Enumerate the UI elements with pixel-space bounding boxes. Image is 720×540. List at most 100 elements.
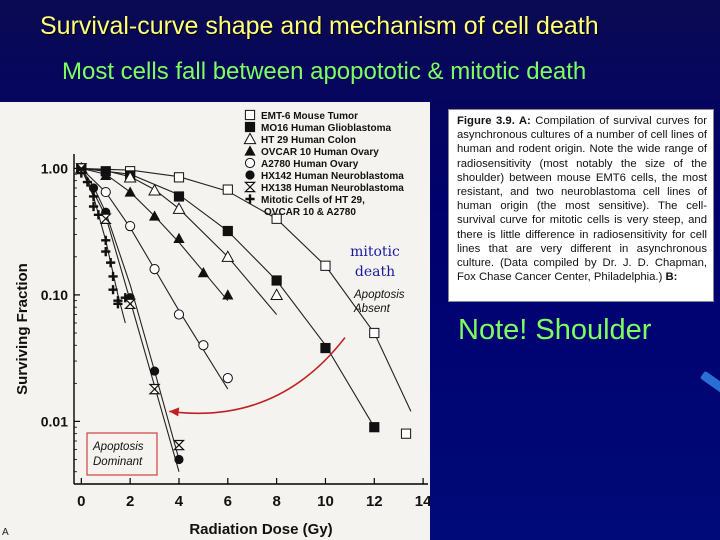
- caption-text: Compilation of survival curves for async…: [457, 115, 708, 284]
- legend-marker: [244, 157, 256, 169]
- legend-label: A2780 Human Ovary: [261, 159, 359, 170]
- data-point: [100, 169, 112, 181]
- data-point: [173, 172, 185, 183]
- x-tick-label: 10: [317, 493, 334, 510]
- data-point: [108, 271, 118, 282]
- survival-chart: 0 2 4 6 8 10 12 14 1.00 0.10 0.01 Radiation Dose (G…: [14, 109, 430, 538]
- legend-marker: [245, 194, 255, 204]
- data-point: [120, 293, 130, 303]
- decorative-bar: [699, 370, 720, 395]
- slide-subtitle: Most cells fall between apopototic & mit…: [62, 58, 587, 85]
- data-point: [124, 186, 136, 197]
- legend-marker: [244, 121, 256, 133]
- data-point: [173, 191, 185, 202]
- data-point: [100, 186, 111, 198]
- x-tick-label: 14: [415, 493, 430, 510]
- data-point: [108, 285, 118, 295]
- legend-label: OVCAR 10 Human Ovary: [261, 147, 379, 158]
- legend-label: EMT-6 Mouse Tumor: [261, 111, 358, 122]
- data-point: [124, 298, 137, 310]
- data-point: [125, 220, 136, 232]
- figure-panel-letter: A: [2, 527, 9, 538]
- x-tick-label: 12: [366, 493, 383, 510]
- data-point: [400, 428, 412, 439]
- data-point: [149, 263, 160, 275]
- data-point: [197, 267, 209, 278]
- data-point: [88, 183, 99, 193]
- data-point: [88, 201, 99, 212]
- data-point: [82, 177, 93, 187]
- figure-caption: Figure 3.9. A: Compilation of survival c…: [448, 109, 714, 302]
- data-point: [172, 202, 186, 214]
- data-point: [148, 383, 161, 395]
- mitotic-death-label: mitotic: [350, 244, 400, 260]
- apoptosis-dominant-box: [86, 432, 158, 476]
- data-point: [271, 275, 282, 286]
- data-point: [173, 232, 185, 243]
- legend-label: HX142 Human Neuroblastoma: [261, 171, 404, 182]
- legend-marker: [244, 109, 256, 121]
- legend-label: MO16 Human Glioblastoma: [261, 123, 391, 134]
- legend-marker: [243, 132, 257, 145]
- data-point: [173, 309, 185, 320]
- caption-figure-label: Figure 3.9. A:: [457, 115, 531, 127]
- y-axis-label: Surviving Fraction: [14, 263, 31, 395]
- data-point: [222, 372, 233, 384]
- x-tick-label: 8: [272, 493, 280, 510]
- data-point: [148, 210, 161, 221]
- legend-label: OVCAR 10 & A2780: [264, 207, 356, 218]
- survival-curve-figure: 0 2 4 6 8 10 12 14 1.00 0.10 0.01 Radiation Dose (G…: [0, 102, 430, 540]
- data-point: [148, 183, 162, 196]
- data-point: [198, 340, 209, 351]
- data-point: [222, 225, 233, 237]
- mitotic-death-label: death: [355, 264, 395, 280]
- slide-title: Survival-curve shape and mechanism of ce…: [40, 12, 599, 40]
- legend-label: HT 29 Human Colon: [261, 135, 356, 146]
- data-point: [369, 327, 380, 339]
- survival-curve: [80, 168, 229, 390]
- data-point: [88, 191, 99, 202]
- data-point: [75, 163, 88, 174]
- legend-label: HX138 Human Neuroblastoma: [261, 183, 404, 194]
- legend-marker: [243, 181, 257, 193]
- data-point: [222, 289, 234, 300]
- data-point: [270, 288, 284, 301]
- data-point: [101, 246, 111, 257]
- data-point: [76, 168, 86, 178]
- survival-curve: [81, 167, 412, 412]
- data-point: [123, 170, 137, 183]
- data-point: [149, 366, 160, 376]
- shoulder-note: Note! Shoulder: [458, 314, 652, 346]
- y-tick-label: 0.10: [41, 287, 68, 303]
- survival-curve: [80, 168, 180, 460]
- data-point: [113, 299, 123, 309]
- data-point: [222, 184, 233, 195]
- y-tick-label: 1.00: [41, 160, 68, 176]
- x-tick-label: 6: [224, 493, 232, 510]
- data-point: [106, 258, 116, 268]
- data-point: [320, 260, 331, 271]
- x-axis-label: Radiation Dose (Gy): [189, 521, 332, 538]
- apoptosis-dominant-label: Dominant: [93, 456, 143, 468]
- legend-label: Mitotic Cells of HT 29,: [261, 195, 365, 206]
- data-point: [99, 213, 112, 224]
- x-tick-label: 0: [77, 493, 85, 510]
- data-point: [174, 454, 184, 465]
- data-point: [271, 213, 282, 224]
- y-tick-label: 0.01: [41, 413, 68, 429]
- data-point: [369, 422, 380, 433]
- data-point: [93, 210, 104, 220]
- legend-marker: [244, 145, 256, 156]
- apoptosis-arrow: [169, 337, 346, 415]
- apoptosis-absent-label: Apoptosis: [353, 289, 405, 301]
- legend-marker: [245, 170, 255, 180]
- data-point: [101, 235, 111, 245]
- apoptosis-arrow-head: [169, 407, 180, 417]
- apoptosis-absent-label: Absent: [353, 303, 391, 315]
- apoptosis-dominant-label: Apoptosis: [92, 441, 144, 453]
- data-point: [320, 342, 331, 354]
- x-tick-label: 4: [175, 493, 184, 510]
- x-tick-label: 2: [126, 493, 134, 510]
- data-point: [221, 250, 235, 262]
- caption-tail-label: B:: [665, 271, 678, 284]
